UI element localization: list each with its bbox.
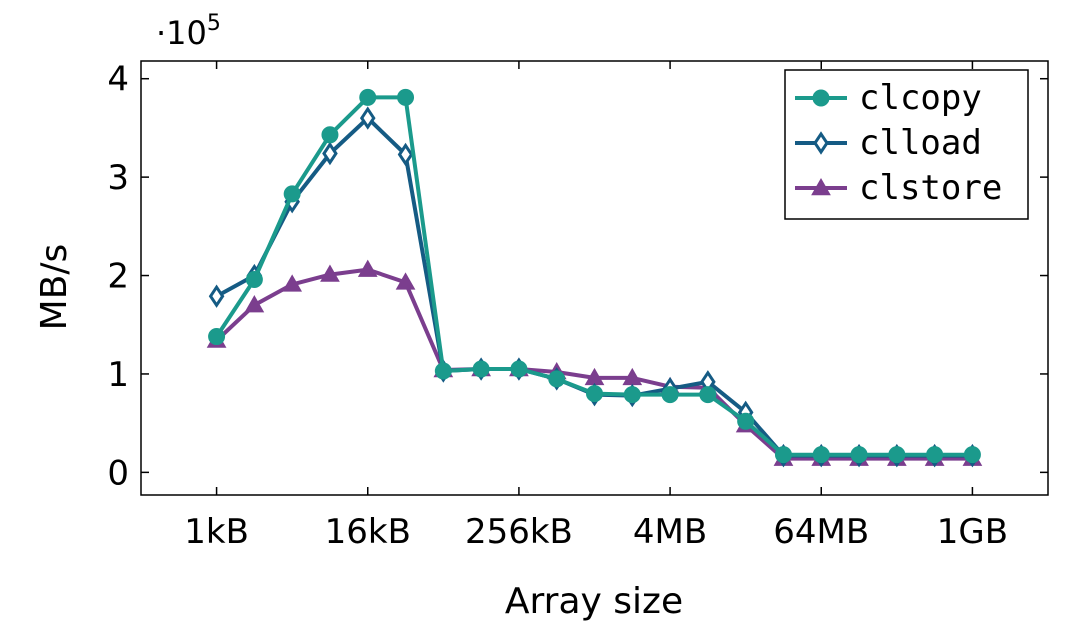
y-axis-multiplier: ·105 [156, 11, 221, 52]
y-tick-label: 0 [107, 453, 129, 493]
legend-marker [813, 131, 829, 155]
series-clcopy [208, 88, 981, 464]
data-point-clcopy [623, 386, 641, 404]
data-point-clcopy [321, 126, 339, 144]
data-point-clcopy [737, 412, 755, 430]
series-clstore [206, 259, 983, 466]
data-point-clload [208, 284, 225, 308]
data-point-clcopy [661, 386, 679, 404]
data-point-clcopy [472, 360, 490, 378]
data-point-clcopy [926, 446, 944, 464]
data-point-clstore [357, 259, 378, 277]
data-point-clcopy [774, 446, 792, 464]
legend-item-clstore: clstore [795, 168, 1002, 208]
x-tick-label: 64MB [773, 512, 869, 552]
legend-marker [811, 177, 831, 196]
y-tick-label: 2 [107, 257, 129, 297]
data-point-clcopy [283, 185, 301, 203]
x-tick-label: 256kB [465, 512, 573, 552]
legend-label: clload [859, 123, 982, 163]
axes: 0 1 2 3 4 1kB 16kB 256kB 4MB 64MB 1GB [107, 60, 1049, 552]
legend-item-clcopy: clcopy [795, 78, 982, 118]
data-point-clcopy [245, 270, 263, 288]
data-point-clcopy [359, 88, 377, 106]
data-point-clstore [282, 274, 303, 292]
legend: clcopy clload clstore [784, 69, 1029, 220]
data-point-clcopy [548, 370, 566, 388]
data-point-clload [397, 142, 414, 167]
data-point-clstore [244, 295, 265, 313]
legend-marker [812, 89, 830, 107]
data-point-clload [322, 141, 338, 166]
legend-label: clcopy [859, 78, 982, 118]
series-line-clstore [215, 267, 973, 461]
data-point-clstore [395, 272, 416, 290]
data-point-clcopy [510, 360, 528, 378]
plot-frame [140, 60, 1049, 496]
data-point-clcopy [812, 446, 830, 464]
legend-label: clstore [859, 168, 1002, 208]
data-point-clload [359, 106, 376, 130]
data-point-clcopy [208, 328, 226, 346]
x-tick-label: 1GB [937, 512, 1008, 552]
x-tick-label: 4MB [633, 512, 707, 552]
y-axis-title: MB/s [34, 244, 75, 331]
data-point-clstore [320, 264, 340, 282]
series-layer [206, 88, 983, 468]
x-tick-label: 1kB [184, 512, 249, 552]
data-point-clcopy [888, 446, 906, 464]
data-point-clcopy [699, 386, 717, 404]
x-tick-label: 16kB [325, 512, 411, 552]
data-point-clcopy [850, 446, 868, 464]
y-tick-label: 3 [107, 158, 129, 198]
y-tick-label: 4 [107, 60, 129, 100]
y-tick-label: 1 [107, 355, 129, 395]
data-point-clcopy [963, 446, 981, 464]
data-point-clcopy [434, 362, 452, 380]
data-point-clcopy [397, 88, 415, 106]
legend-item-clload: clload [795, 123, 982, 163]
x-axis-title: Array size [505, 581, 683, 622]
data-point-clcopy [586, 385, 603, 403]
